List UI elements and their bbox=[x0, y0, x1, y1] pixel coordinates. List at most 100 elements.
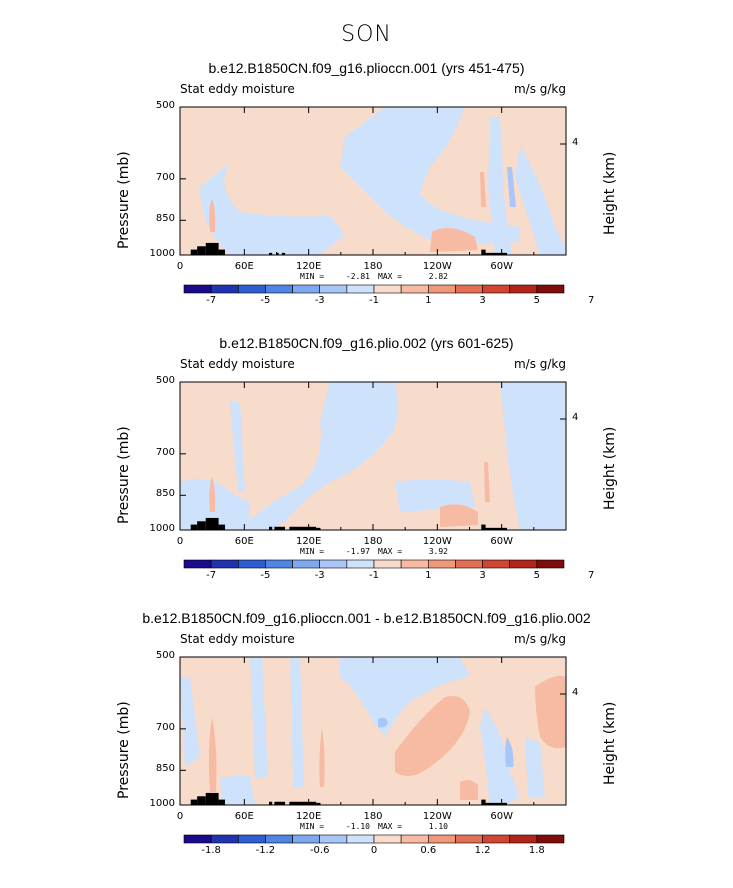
max-label: MAX = bbox=[378, 547, 403, 556]
colorbar-label-3: -1 bbox=[369, 295, 379, 306]
colorbar-box-10 bbox=[455, 559, 483, 569]
figure-title: SON bbox=[341, 22, 392, 47]
colorbar-box-1 bbox=[210, 284, 239, 294]
topography-block-2 bbox=[205, 517, 219, 530]
contour-fills bbox=[180, 382, 566, 530]
panel-title: b.e12.B1850CN.f09_g16.plio.002 (yrs 601-… bbox=[219, 335, 514, 351]
topography-block-0 bbox=[190, 799, 198, 805]
plot-frame bbox=[179, 106, 567, 256]
min-value: -2.81 bbox=[345, 272, 370, 281]
topography-block-3 bbox=[218, 524, 226, 530]
colorbar-box-0 bbox=[183, 284, 212, 294]
plot-background bbox=[180, 107, 566, 255]
contour-region-6 bbox=[480, 172, 486, 207]
min-value: -1.10 bbox=[345, 822, 370, 831]
colorbar-label-3: -1 bbox=[369, 570, 379, 581]
contour-region-3 bbox=[515, 147, 566, 255]
topography-block-8 bbox=[485, 252, 508, 255]
x-tick-label-5: 60W bbox=[490, 261, 513, 272]
colorbar-box-12 bbox=[509, 834, 538, 844]
colorbar-label-5: 3 bbox=[479, 295, 486, 306]
contour-region-8 bbox=[535, 675, 566, 749]
colorbar-box-7 bbox=[373, 834, 402, 844]
colorbar-box-1 bbox=[210, 559, 239, 569]
y-tick-label-2: 850 bbox=[155, 763, 175, 775]
right-tick-label: 4 bbox=[572, 412, 579, 423]
plot-background bbox=[180, 657, 566, 805]
contour-region-11 bbox=[460, 780, 478, 800]
variable-label: Stat eddy moisture bbox=[180, 82, 295, 96]
colorbar-box-4 bbox=[292, 834, 321, 844]
topography-block-2 bbox=[205, 242, 219, 255]
colorbar-box-9 bbox=[427, 559, 456, 569]
min-label: MIN = bbox=[300, 547, 325, 556]
colorbar-box-2 bbox=[237, 834, 266, 844]
contour-region-7 bbox=[430, 228, 478, 252]
contour-region-4 bbox=[507, 167, 516, 207]
colorbar-label-0: -7 bbox=[206, 570, 217, 581]
colorbar-label-1: -1.2 bbox=[255, 845, 276, 856]
colorbar-label-3: 0 bbox=[370, 845, 378, 856]
contour-fills bbox=[180, 657, 566, 805]
contour-region-13 bbox=[505, 737, 514, 767]
contour-region-1 bbox=[250, 657, 268, 777]
colorbar-label-4: 0.6 bbox=[420, 845, 437, 856]
topography-block-5 bbox=[276, 252, 279, 255]
x-tick-label-1: 60E bbox=[234, 261, 254, 272]
contour-region-6 bbox=[220, 775, 255, 805]
colorbar-box-8 bbox=[400, 559, 429, 569]
panel-title: b.e12.B1850CN.f09_g16.plioccn.001 - b.e1… bbox=[142, 610, 591, 626]
topography-block-3 bbox=[218, 799, 226, 805]
contour-region-2 bbox=[290, 657, 304, 787]
colorbar-label-1: -5 bbox=[260, 295, 271, 306]
max-value: 2.82 bbox=[428, 272, 448, 281]
colorbar-label-4: 1 bbox=[425, 295, 432, 306]
contour-region-12 bbox=[378, 717, 388, 728]
y-axis-title: Pressure (mb) bbox=[116, 701, 132, 799]
y-tick-label-2: 850 bbox=[155, 213, 175, 225]
x-tick-label-3: 180 bbox=[363, 261, 383, 272]
x-tick-label-3: 180 bbox=[363, 811, 383, 822]
topography-block-3 bbox=[218, 249, 226, 255]
colorbar-box-0 bbox=[183, 834, 212, 844]
x-tick-label-5: 60W bbox=[490, 536, 513, 547]
x-tick-label-1: 60E bbox=[234, 536, 254, 547]
topography-block-7 bbox=[316, 802, 321, 805]
colorbar-label-0: -7 bbox=[206, 295, 217, 306]
colorbar-label-2: -0.6 bbox=[309, 845, 330, 856]
variable-label: Stat eddy moisture bbox=[180, 632, 295, 646]
colorbar-label-6: 5 bbox=[533, 570, 541, 581]
y-tick-label-3: 1000 bbox=[149, 798, 175, 809]
y-tick-label-1: 700 bbox=[155, 446, 175, 458]
contour-region-3 bbox=[500, 382, 566, 530]
colorbar-box-13 bbox=[536, 559, 565, 569]
topography-block-1 bbox=[197, 796, 206, 805]
contour-region-1 bbox=[180, 478, 250, 530]
contour-region-9 bbox=[208, 717, 217, 792]
contour-region-2 bbox=[488, 117, 512, 255]
colorbar-box-6 bbox=[346, 284, 375, 294]
colorbar-label-6: 5 bbox=[533, 295, 541, 306]
variable-label: Stat eddy moisture bbox=[180, 357, 295, 371]
contour-region-0 bbox=[340, 107, 520, 245]
colorbar-box-6 bbox=[346, 834, 375, 844]
colorbar-box-4 bbox=[292, 559, 321, 569]
y-tick-label-0: 500 bbox=[155, 650, 175, 661]
min-label: MIN = bbox=[300, 822, 325, 831]
colorbar-label-6: 1.8 bbox=[528, 845, 545, 856]
right-tick-label: 4 bbox=[572, 137, 579, 148]
colorbar-box-13 bbox=[536, 284, 565, 294]
plot-frame bbox=[179, 656, 567, 806]
colorbar-box-11 bbox=[482, 834, 511, 844]
topography-block-0 bbox=[190, 524, 198, 530]
contour-fills bbox=[200, 107, 566, 255]
y-axis-title: Pressure (mb) bbox=[116, 151, 132, 249]
colorbar-box-13 bbox=[536, 834, 565, 844]
colorbar-label-7: 7 bbox=[587, 570, 595, 581]
y-tick-label-3: 1000 bbox=[149, 248, 175, 259]
x-tick-label-4: 120W bbox=[422, 811, 452, 822]
topography-block-2 bbox=[205, 792, 219, 805]
x-tick-label-2: 120E bbox=[295, 261, 322, 272]
topography-block-6 bbox=[289, 526, 317, 530]
